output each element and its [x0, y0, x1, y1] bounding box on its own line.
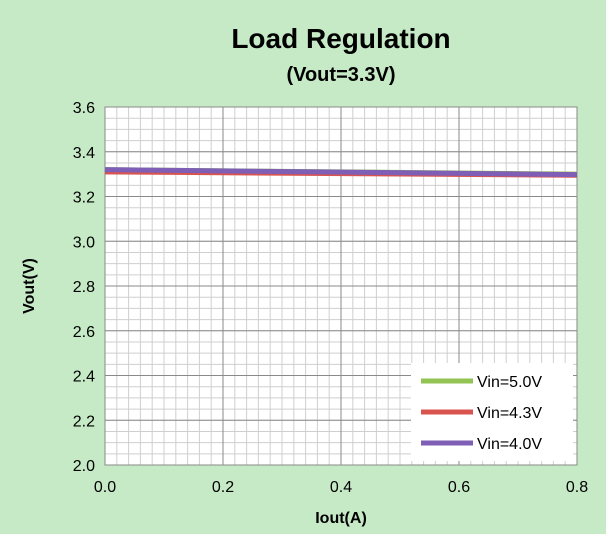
- y-tick-label: 2.0: [73, 458, 95, 475]
- y-tick-label: 2.4: [73, 369, 95, 386]
- y-tick-label: 2.2: [73, 413, 95, 430]
- y-tick-label: 2.6: [73, 324, 95, 341]
- x-tick-label: 0.8: [566, 479, 588, 496]
- x-tick-label: 0.4: [330, 479, 352, 496]
- legend-label-0: Vin=5.0V: [477, 374, 542, 391]
- chart-title: Load Regulation: [231, 23, 450, 54]
- y-axis-label: Vout(V): [21, 258, 38, 314]
- legend: Vin=5.0V Vin=4.3V Vin=4.0V: [411, 363, 573, 461]
- y-tick-label: 3.6: [73, 100, 95, 117]
- x-axis-label: Iout(A): [315, 510, 367, 527]
- chart-subtitle: (Vout=3.3V): [286, 64, 395, 86]
- y-axis-ticks: 2.0 2.2 2.4 2.6 2.8 3.0 3.2 3.4 3.6: [73, 100, 95, 475]
- x-tick-label: 0.6: [448, 479, 470, 496]
- legend-label-1: Vin=4.3V: [477, 405, 542, 422]
- series-group: [104, 167, 578, 178]
- y-tick-label: 3.2: [73, 190, 95, 207]
- major-grid: [104, 106, 578, 466]
- y-tick-label: 3.0: [73, 234, 95, 251]
- series-line-2: [104, 167, 578, 178]
- x-axis-ticks: 0.0 0.2 0.4 0.6 0.8: [94, 479, 588, 496]
- legend-label-2: Vin=4.0V: [477, 436, 542, 453]
- y-tick-label: 2.8: [73, 279, 95, 296]
- y-tick-label: 3.4: [73, 145, 95, 162]
- x-tick-label: 0.0: [94, 479, 116, 496]
- x-tick-label: 0.2: [212, 479, 234, 496]
